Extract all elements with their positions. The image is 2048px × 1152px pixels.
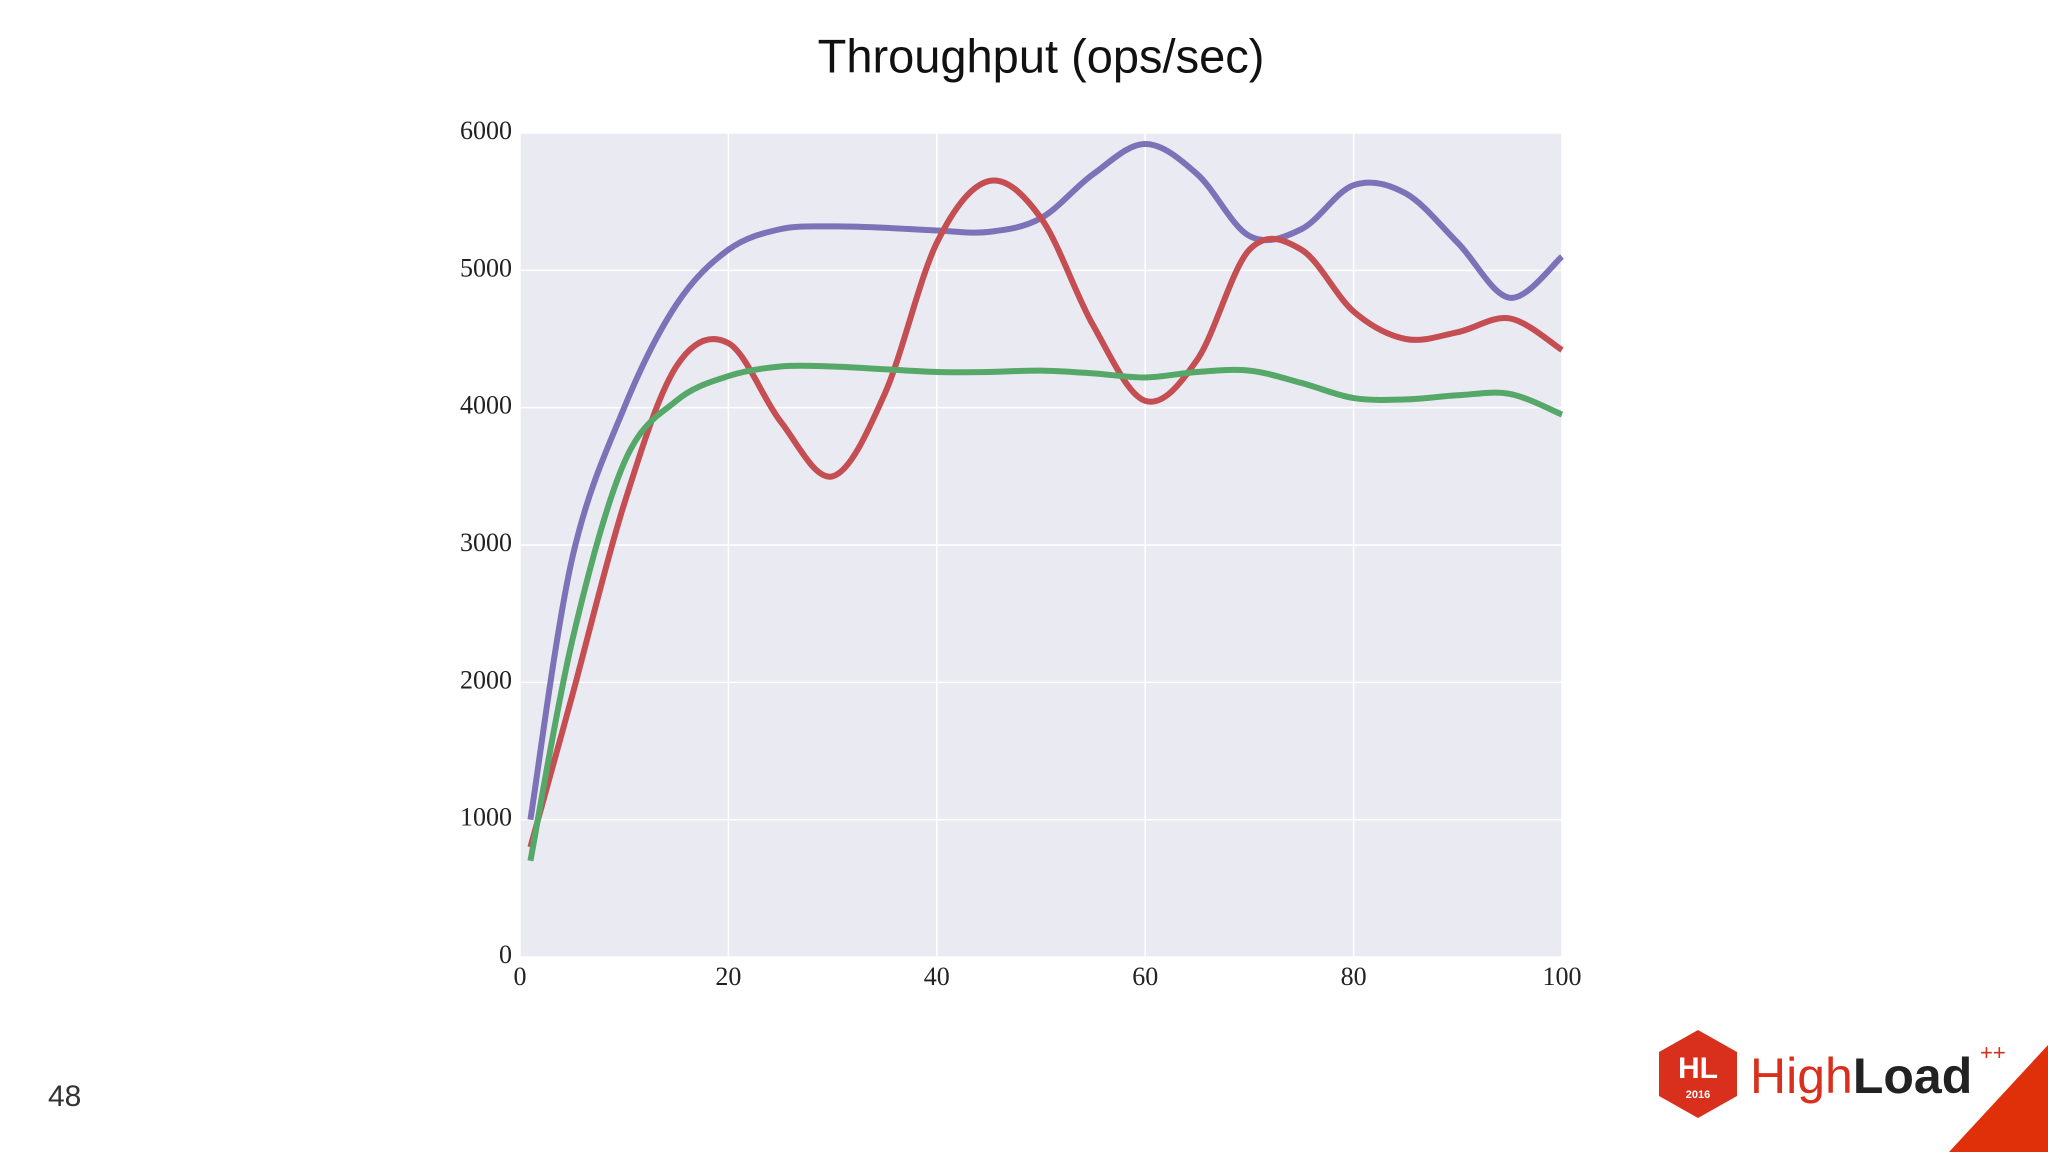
y-tick-label: 0 (499, 940, 512, 969)
logo-year: 2016 (1686, 1089, 1710, 1101)
chart-title: Throughput (ops/sec) (818, 29, 1265, 82)
logo-high: High (1750, 1048, 1853, 1104)
y-tick-label: 3000 (460, 528, 512, 557)
series-line (527, 140, 1565, 821)
y-tick-label: 1000 (460, 803, 512, 832)
y-tick-label: 4000 (460, 391, 512, 420)
x-tick-label: 20 (715, 962, 741, 991)
corner-decoration (1949, 1045, 2048, 1152)
y-tick-label: 5000 (460, 253, 512, 282)
x-tick-label: 0 (514, 962, 527, 991)
page-number: 48 (48, 1080, 81, 1113)
x-tick-label: 60 (1132, 962, 1158, 991)
logo-badge-text: HL (1678, 1052, 1718, 1085)
y-tick-label: 6000 (460, 116, 512, 145)
y-tick-label: 2000 (460, 665, 512, 694)
logo-text: HighLoad (1750, 1048, 1972, 1104)
series-line (527, 177, 1564, 848)
series-line (527, 362, 1564, 862)
x-tick-label: 40 (924, 962, 950, 991)
logo-plus: ++ (1980, 1040, 2006, 1065)
logo: HL 2016 HighLoad ++ (1659, 1030, 2006, 1118)
x-tick-label: 80 (1341, 962, 1367, 991)
x-tick-label: 100 (1543, 962, 1582, 991)
logo-badge (1659, 1030, 1737, 1118)
logo-load: Load (1853, 1048, 1972, 1104)
